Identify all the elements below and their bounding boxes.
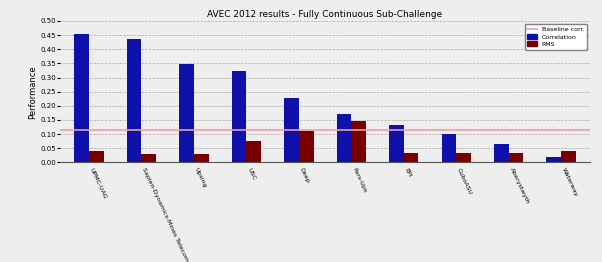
Bar — [194, 154, 209, 162]
Bar — [561, 151, 576, 162]
Bar — [232, 71, 246, 162]
Bar — [246, 141, 261, 162]
Bar — [494, 144, 509, 162]
Bar — [352, 121, 366, 162]
Bar — [75, 34, 89, 162]
Title: AVEC 2012 results - Fully Continuous Sub-Challenge: AVEC 2012 results - Fully Continuous Sub… — [208, 10, 442, 19]
Bar — [299, 131, 314, 162]
Bar — [547, 157, 561, 162]
Bar — [179, 64, 194, 162]
Bar — [441, 134, 456, 162]
Bar — [404, 152, 418, 162]
Legend: Baseline corr., Correlation, RMS: Baseline corr., Correlation, RMS — [525, 24, 587, 50]
Bar — [389, 125, 404, 162]
Bar — [337, 114, 352, 162]
Bar — [141, 154, 156, 162]
Bar — [89, 151, 104, 162]
Y-axis label: Performance: Performance — [28, 65, 37, 118]
Bar — [127, 39, 141, 162]
Bar — [284, 98, 299, 162]
Bar — [509, 153, 523, 162]
Bar — [456, 153, 471, 162]
